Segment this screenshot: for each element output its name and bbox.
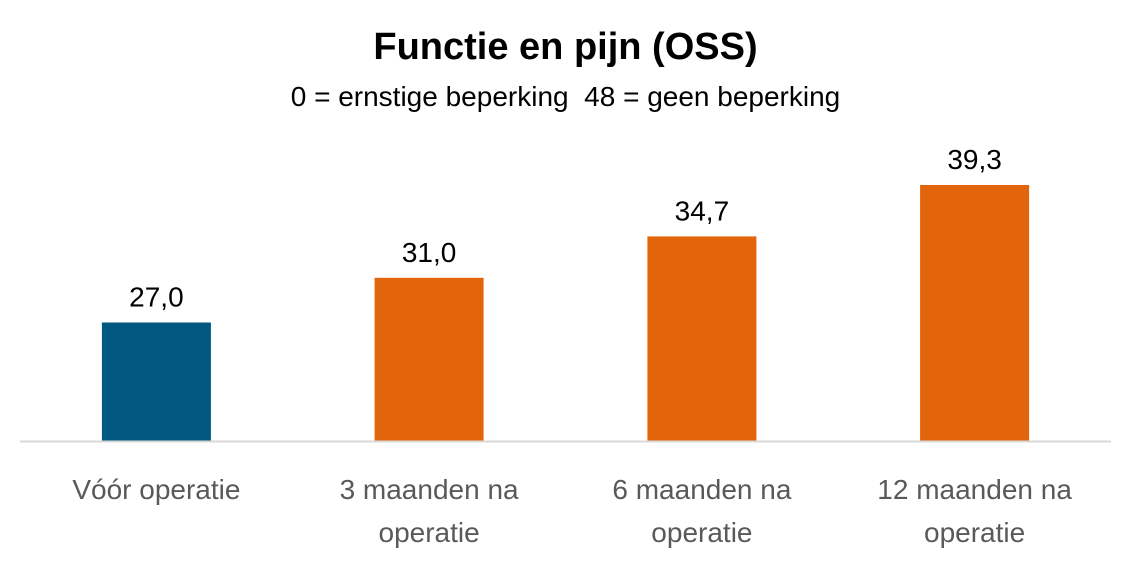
category-label-4: 12 maanden na operatie [877,474,1072,548]
category-label-2: 3 maanden na operatie [340,474,519,548]
data-label-4: 39,3 [947,144,1002,175]
category-label-1: Vóór operatie [72,474,240,505]
category-label-line: Vóór operatie [72,474,240,505]
category-label-3: 6 maanden na operatie [612,474,791,548]
category-label-line: 6 maanden na [612,474,791,505]
bar-2 [374,277,484,441]
bar-4 [920,185,1030,441]
bar-1 [101,322,211,441]
chart-title: Functie en pijn (OSS) [373,26,758,68]
category-label-line: operatie [379,517,480,548]
data-label-2: 31,0 [402,237,457,268]
chart-subtitle: 0 = ernstige beperking 48 = geen beperki… [290,81,841,112]
category-label-line: operatie [651,517,752,548]
category-label-line: 3 maanden na [340,474,519,505]
data-label-3: 34,7 [675,195,730,226]
bar-3 [647,236,757,441]
category-label-line: operatie [924,517,1025,548]
data-label-1: 27,0 [129,282,184,313]
category-label-line: 12 maanden na [877,474,1072,505]
